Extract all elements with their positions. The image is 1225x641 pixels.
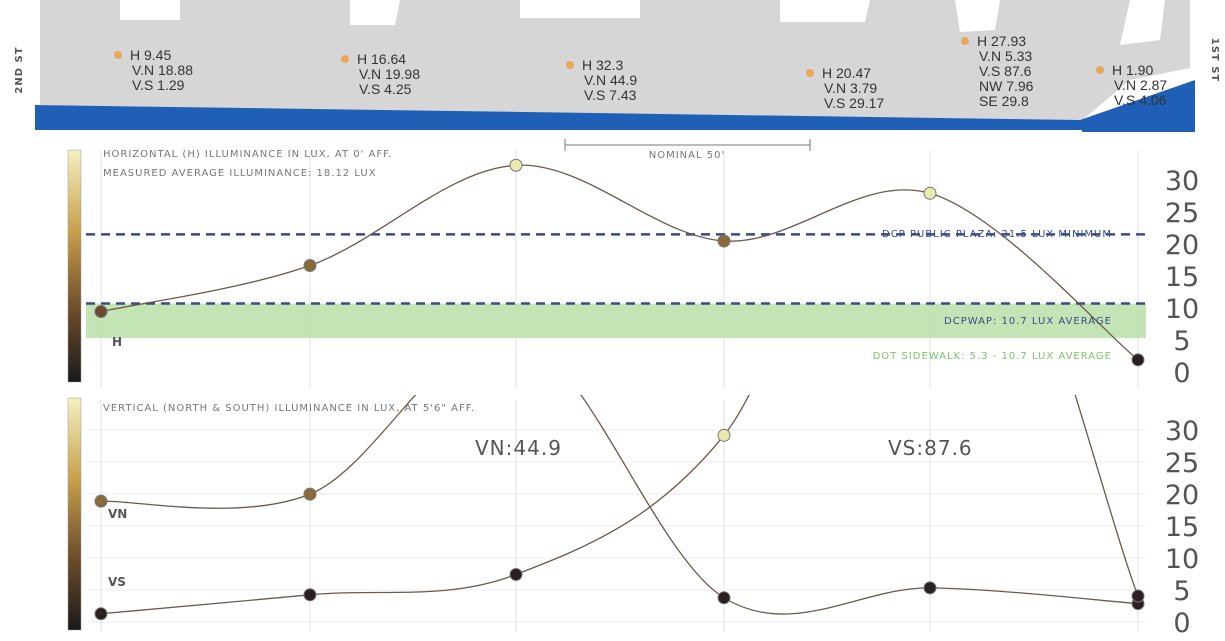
reading-line: V.S 4.25 bbox=[359, 81, 412, 97]
h-data-point bbox=[1131, 353, 1145, 367]
color-scale-bar bbox=[67, 149, 82, 383]
reading-marker bbox=[566, 61, 574, 69]
h-data-point bbox=[303, 259, 317, 273]
y-tick-label: 0 bbox=[1173, 358, 1190, 389]
vs-data-point bbox=[303, 588, 317, 602]
y-tick-label: 10 bbox=[1165, 544, 1199, 575]
vs-data-point bbox=[717, 428, 731, 442]
reading-line: V.S 1.29 bbox=[132, 77, 185, 93]
street-label-right: 1ST ST bbox=[1209, 38, 1220, 83]
reading-line: V.S 29.17 bbox=[824, 95, 884, 111]
reading-line: H 32.3 bbox=[582, 57, 623, 73]
vs-data-point bbox=[509, 567, 523, 581]
h-series-line bbox=[100, 164, 1139, 361]
y-tick-label: 20 bbox=[1165, 230, 1199, 261]
sidewalk-band bbox=[35, 80, 1195, 132]
reading-marker bbox=[961, 37, 969, 45]
y-tick-label: 15 bbox=[1165, 262, 1199, 293]
dcpwap-average-label: DCPWAP: 10.7 LUX AVERAGE bbox=[944, 316, 1112, 327]
reading-line: V.N 2.87 bbox=[1114, 77, 1167, 93]
site-plan: 2ND ST 1ST ST H 9.45V.N 18.88V.S 1.29 H 1… bbox=[14, 0, 1220, 161]
reading-line: V.N 44.9 bbox=[584, 72, 637, 88]
street-label-left: 2ND ST bbox=[14, 46, 25, 93]
h-data-point bbox=[923, 186, 937, 200]
reading-marker bbox=[1096, 66, 1104, 74]
scale-bar-label: NOMINAL 50' bbox=[649, 150, 725, 161]
reading-marker bbox=[341, 55, 349, 63]
vn-data-point bbox=[923, 581, 937, 595]
vn-series-label: VN bbox=[108, 507, 127, 521]
reading-line: V.S 7.43 bbox=[584, 87, 637, 103]
y-tick-label: 20 bbox=[1165, 480, 1199, 511]
reading-line: H 1.90 bbox=[1112, 62, 1153, 78]
y-tick-label: 5 bbox=[1173, 326, 1190, 357]
y-tick-label: 25 bbox=[1165, 198, 1199, 229]
v-gridlines bbox=[86, 400, 1145, 632]
reading-line: V.N 5.33 bbox=[979, 48, 1032, 64]
y-tick-label: 30 bbox=[1165, 416, 1199, 447]
y-tick-label: 0 bbox=[1173, 608, 1190, 639]
h-data-point bbox=[717, 234, 731, 248]
y-tick-label: 30 bbox=[1165, 166, 1199, 197]
scale-bar: NOMINAL 50' bbox=[564, 139, 811, 161]
y-tick-label: 5 bbox=[1173, 576, 1190, 607]
y-tick-label: 25 bbox=[1165, 448, 1199, 479]
reading-marker bbox=[114, 51, 122, 59]
reading-line: V.N 3.79 bbox=[824, 80, 877, 96]
vn-data-point bbox=[303, 487, 317, 501]
building-footprint bbox=[40, 0, 1190, 122]
color-scale-bar-vertical bbox=[67, 397, 82, 631]
vn-data-point bbox=[94, 494, 108, 508]
h-series-points bbox=[94, 158, 1145, 367]
reading-line: V.S 87.6 bbox=[979, 63, 1032, 79]
y-tick-label: 15 bbox=[1165, 512, 1199, 543]
reading-line: H 20.47 bbox=[822, 65, 871, 81]
reading-line: V.S 4.06 bbox=[1114, 92, 1167, 108]
reading-line: H 27.93 bbox=[977, 33, 1026, 49]
plan-readings: H 9.45V.N 18.88V.S 1.29H 16.64V.N 19.98V… bbox=[114, 33, 1167, 111]
reading-line: NW 7.96 bbox=[979, 78, 1034, 94]
vs-peak-annotation: VS:87.6 bbox=[888, 436, 973, 460]
vs-data-point bbox=[94, 607, 108, 621]
h-chart-subtitle: MEASURED AVERAGE ILLUMINANCE: 18.12 LUX bbox=[103, 168, 377, 179]
h-series-label: H bbox=[112, 335, 122, 349]
h-data-point bbox=[509, 158, 523, 172]
reading-marker bbox=[806, 69, 814, 77]
plaza-minimum-label: DCP PUBLIC PLAZA: 21.5 LUX MINIMUM bbox=[882, 229, 1112, 240]
h-gridlines bbox=[100, 150, 1139, 388]
h-reference-lines bbox=[86, 233, 1145, 305]
vn-series-line bbox=[100, 395, 1139, 615]
dot-sidewalk-band bbox=[86, 303, 1146, 339]
reading-line: H 16.64 bbox=[357, 51, 406, 67]
reading-line: SE 29.8 bbox=[979, 93, 1029, 109]
vs-data-point bbox=[1131, 589, 1145, 603]
vn-data-point bbox=[717, 591, 731, 605]
reading-line: H 9.45 bbox=[130, 47, 171, 63]
dot-sidewalk-label: DOT SIDEWALK: 5.3 - 10.7 LUX AVERAGE bbox=[873, 351, 1112, 362]
h-chart-title: HORIZONTAL (H) ILLUMINANCE IN LUX, AT 0'… bbox=[103, 149, 392, 160]
v-series-points bbox=[94, 428, 1145, 621]
v-chart-title: VERTICAL (NORTH & SOUTH) ILLUMINANCE IN … bbox=[103, 403, 475, 414]
reading-line: V.N 19.98 bbox=[359, 66, 420, 82]
vs-series-label: VS bbox=[108, 575, 126, 589]
vn-peak-annotation: VN:44.9 bbox=[475, 436, 562, 460]
h-data-point bbox=[94, 305, 108, 319]
y-tick-label: 10 bbox=[1165, 294, 1199, 325]
reading-line: V.N 18.88 bbox=[132, 62, 193, 78]
